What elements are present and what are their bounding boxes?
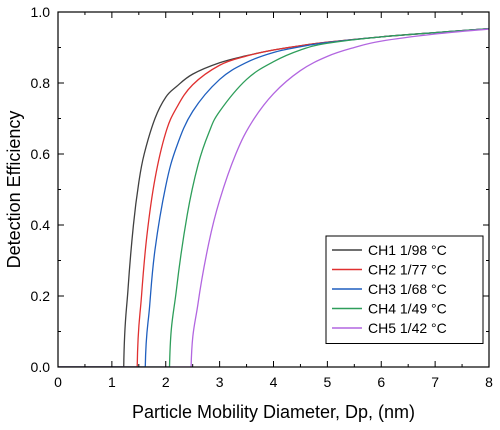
x-tick-label: 6 [377,374,385,390]
series-line-ch5 [58,28,489,367]
legend-label-ch3: CH3 1/68 °C [368,281,447,297]
legend-label-ch5: CH5 1/42 °C [368,320,447,336]
x-tick-label: 7 [431,374,439,390]
ticks-layer: 0 1 2 3 4 5 6 7 8 0.0 0.2 0.4 0.6 0.8 1.0 [31,4,494,390]
x-tick-label: 1 [108,374,116,390]
y-tick-label: 0.8 [31,75,51,91]
y-tick-label: 1.0 [31,4,51,20]
x-tick-label: 0 [54,374,62,390]
y-tick-label: 0.0 [31,359,51,375]
x-tick-label: 8 [485,374,493,390]
x-tick-label: 3 [216,374,224,390]
legend: CH1 1/98 °C CH2 1/77 °C CH3 1/68 °C CH4 1/4… [325,235,484,344]
series-line-ch4 [58,28,489,367]
y-tick-label: 0.2 [31,288,51,304]
legend-label-ch2: CH2 1/77 °C [368,262,447,278]
y-tick-label: 0.4 [31,217,51,233]
legend-label-ch4: CH4 1/49 °C [368,301,447,317]
legend-label-ch1: CH1 1/98 °C [368,242,447,258]
x-tick-label: 2 [162,374,170,390]
x-tick-label: 5 [323,374,331,390]
x-tick-label: 4 [270,374,278,390]
series-layer [58,28,489,367]
x-axis-title: Particle Mobility Diameter, Dp, (nm) [132,402,415,422]
y-axis-title: Detection Efficiency [4,111,24,269]
y-tick-label: 0.6 [31,146,51,162]
